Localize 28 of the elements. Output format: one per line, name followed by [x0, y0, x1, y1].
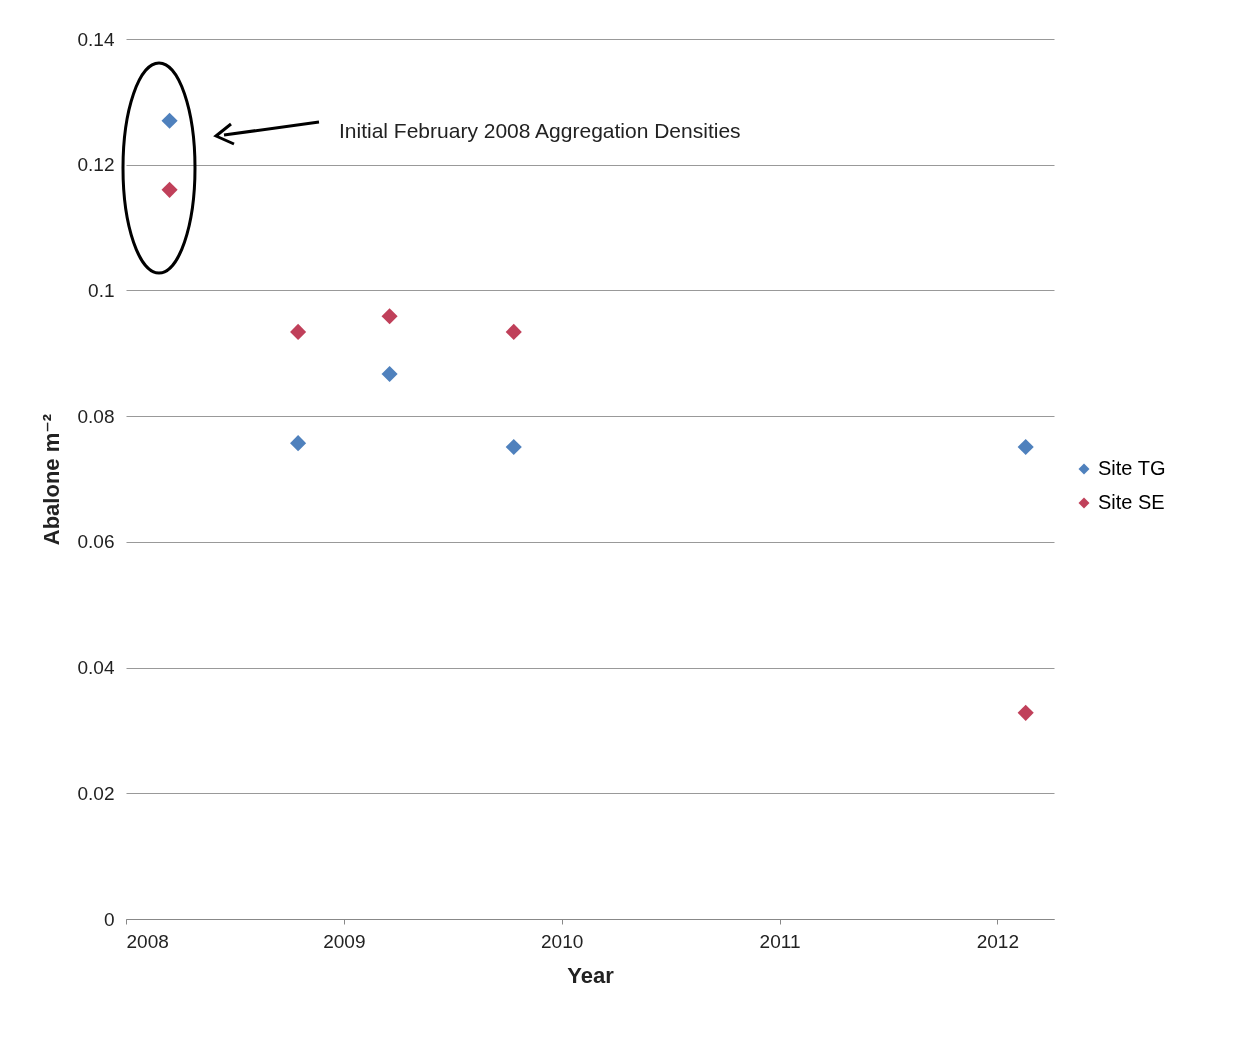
y-tick-label: 0.06 — [77, 531, 115, 553]
point — [505, 323, 522, 340]
point — [1017, 438, 1034, 455]
y-tick-label: 0.12 — [77, 154, 115, 176]
y-tick-label: 0.08 — [77, 405, 115, 427]
x-tick-label: 2008 — [126, 930, 169, 952]
point — [290, 435, 307, 452]
y-tick-label: 0.02 — [77, 782, 115, 804]
point — [161, 112, 178, 129]
x-axis-title: Year — [567, 962, 615, 988]
point — [1017, 704, 1034, 721]
y-tick-label: 0.14 — [77, 28, 115, 50]
x-tick-label: 2012 — [976, 930, 1019, 952]
y-axis-title: Abalone m⁻² — [38, 413, 64, 546]
y-tick-label: 0.1 — [88, 279, 115, 301]
annotation: Initial February 2008 Aggregation Densities — [339, 119, 741, 142]
point — [290, 323, 307, 340]
x-tick-label: 2010 — [541, 930, 584, 952]
legend-label: Site SE — [1098, 491, 1165, 513]
x-tick-label: 2009 — [323, 930, 366, 952]
legend-label: Site TG — [1098, 457, 1166, 479]
point — [505, 438, 522, 455]
point — [381, 365, 398, 383]
point — [381, 308, 398, 325]
point — [161, 181, 178, 198]
y-tick-label: 0.04 — [77, 657, 115, 679]
y-tick-label: 0 — [103, 908, 115, 930]
x-tick-label: 2011 — [759, 930, 801, 952]
